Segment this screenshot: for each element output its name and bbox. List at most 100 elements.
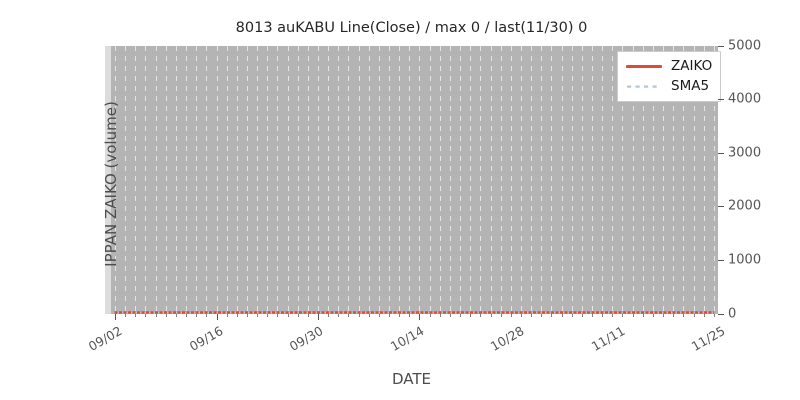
x-minor-tick: [551, 314, 552, 317]
x-minor-tick: [643, 314, 644, 317]
x-minor-tick: [714, 314, 715, 317]
x-tick-label: 10/14: [387, 323, 426, 355]
gridline: [592, 46, 593, 314]
x-axis-title: DATE: [391, 370, 432, 388]
x-minor-tick: [328, 314, 329, 317]
x-axis: 09/02 09/16 09/30 10/14 10/28 11/11 11/25: [86, 314, 728, 374]
gridline: [582, 46, 583, 314]
x-tick-label: 11/11: [588, 323, 627, 355]
x-minor-tick: [348, 314, 349, 317]
x-minor-tick: [277, 314, 278, 317]
x-minor-tick: [582, 314, 583, 317]
x-minor-tick: [602, 314, 603, 317]
x-minor-tick: [511, 314, 512, 317]
x-minor-tick: [145, 314, 146, 317]
gridline: [227, 46, 228, 314]
gridline: [369, 46, 370, 314]
gridline: [399, 46, 400, 314]
gridlines: [105, 46, 718, 314]
x-minor-tick: [257, 314, 258, 317]
y-tick-label: 3000: [728, 145, 762, 161]
legend-swatch-zaiko-icon: [626, 60, 662, 72]
gridline: [460, 46, 461, 314]
x-minor-tick: [166, 314, 167, 317]
gridline: [450, 46, 451, 314]
gridline: [683, 46, 684, 314]
gridline: [480, 46, 481, 314]
x-minor-tick: [622, 314, 623, 317]
legend-label-sma5: SMA5: [671, 78, 710, 94]
gridline: [491, 46, 492, 314]
series-lines: [113, 311, 714, 314]
gridline: [531, 46, 532, 314]
y-tick-mark: [718, 313, 724, 315]
gridline: [704, 46, 705, 314]
gridline: [714, 46, 715, 314]
x-minor-tick: [673, 314, 674, 317]
y-tick-label: 1000: [728, 252, 762, 268]
x-minor-tick: [633, 314, 634, 317]
gridline: [156, 46, 157, 314]
gridline: [135, 46, 136, 314]
gridline: [643, 46, 644, 314]
legend-item-sma5[interactable]: SMA5: [626, 76, 712, 96]
x-tick-label: 10/28: [487, 323, 527, 355]
x-minor-tick: [186, 314, 187, 317]
x-minor-tick: [338, 314, 339, 317]
legend-label-zaiko: ZAIKO: [671, 58, 713, 74]
x-minor-tick: [470, 314, 471, 317]
x-minor-tick: [359, 314, 360, 317]
gridline: [694, 46, 695, 314]
x-minor-tick: [389, 314, 390, 317]
y-tick-mark: [718, 152, 724, 154]
y-tick-mark: [718, 45, 724, 47]
x-minor-tick: [196, 314, 197, 317]
x-minor-tick: [227, 314, 228, 317]
gridline: [308, 46, 309, 314]
legend-item-zaiko[interactable]: ZAIKO: [626, 56, 712, 76]
gridline: [115, 46, 116, 314]
gridline: [562, 46, 563, 314]
gridline: [328, 46, 329, 314]
gridline: [430, 46, 431, 314]
legend-swatch-sma5-icon: [626, 80, 662, 92]
x-minor-tick: [206, 314, 207, 317]
x-minor-tick: [612, 314, 613, 317]
gridline: [653, 46, 654, 314]
plot-left-margin-strip: [105, 46, 111, 314]
gridline: [196, 46, 197, 314]
gridline: [551, 46, 552, 314]
gridline: [298, 46, 299, 314]
gridline: [663, 46, 664, 314]
x-major-tick: [115, 314, 116, 320]
gridline: [338, 46, 339, 314]
gridline: [176, 46, 177, 314]
gridline: [277, 46, 278, 314]
gridline: [389, 46, 390, 314]
gridline: [267, 46, 268, 314]
y-tick-label: 5000: [728, 38, 762, 53]
x-major-tick: [217, 314, 218, 320]
y-tick-mark: [718, 206, 724, 208]
y-tick-mark: [718, 259, 724, 261]
x-minor-tick: [562, 314, 563, 317]
gridline: [541, 46, 542, 314]
y-tick-label: 2000: [728, 198, 762, 214]
gridline: [470, 46, 471, 314]
x-tick-label: 09/16: [186, 323, 225, 355]
gridline: [511, 46, 512, 314]
x-minor-tick: [135, 314, 136, 317]
gridline: [186, 46, 187, 314]
gridline: [318, 46, 319, 314]
gridline: [673, 46, 674, 314]
y-axis: 0 1000 2000 3000 4000 5000: [718, 38, 798, 321]
y-tick-mark: [718, 99, 724, 101]
chart-legend[interactable]: ZAIKO SMA5: [617, 51, 722, 102]
gridline: [622, 46, 623, 314]
x-minor-tick: [247, 314, 248, 317]
gridline: [379, 46, 380, 314]
gridline: [602, 46, 603, 314]
x-minor-tick: [480, 314, 481, 317]
gridline: [247, 46, 248, 314]
